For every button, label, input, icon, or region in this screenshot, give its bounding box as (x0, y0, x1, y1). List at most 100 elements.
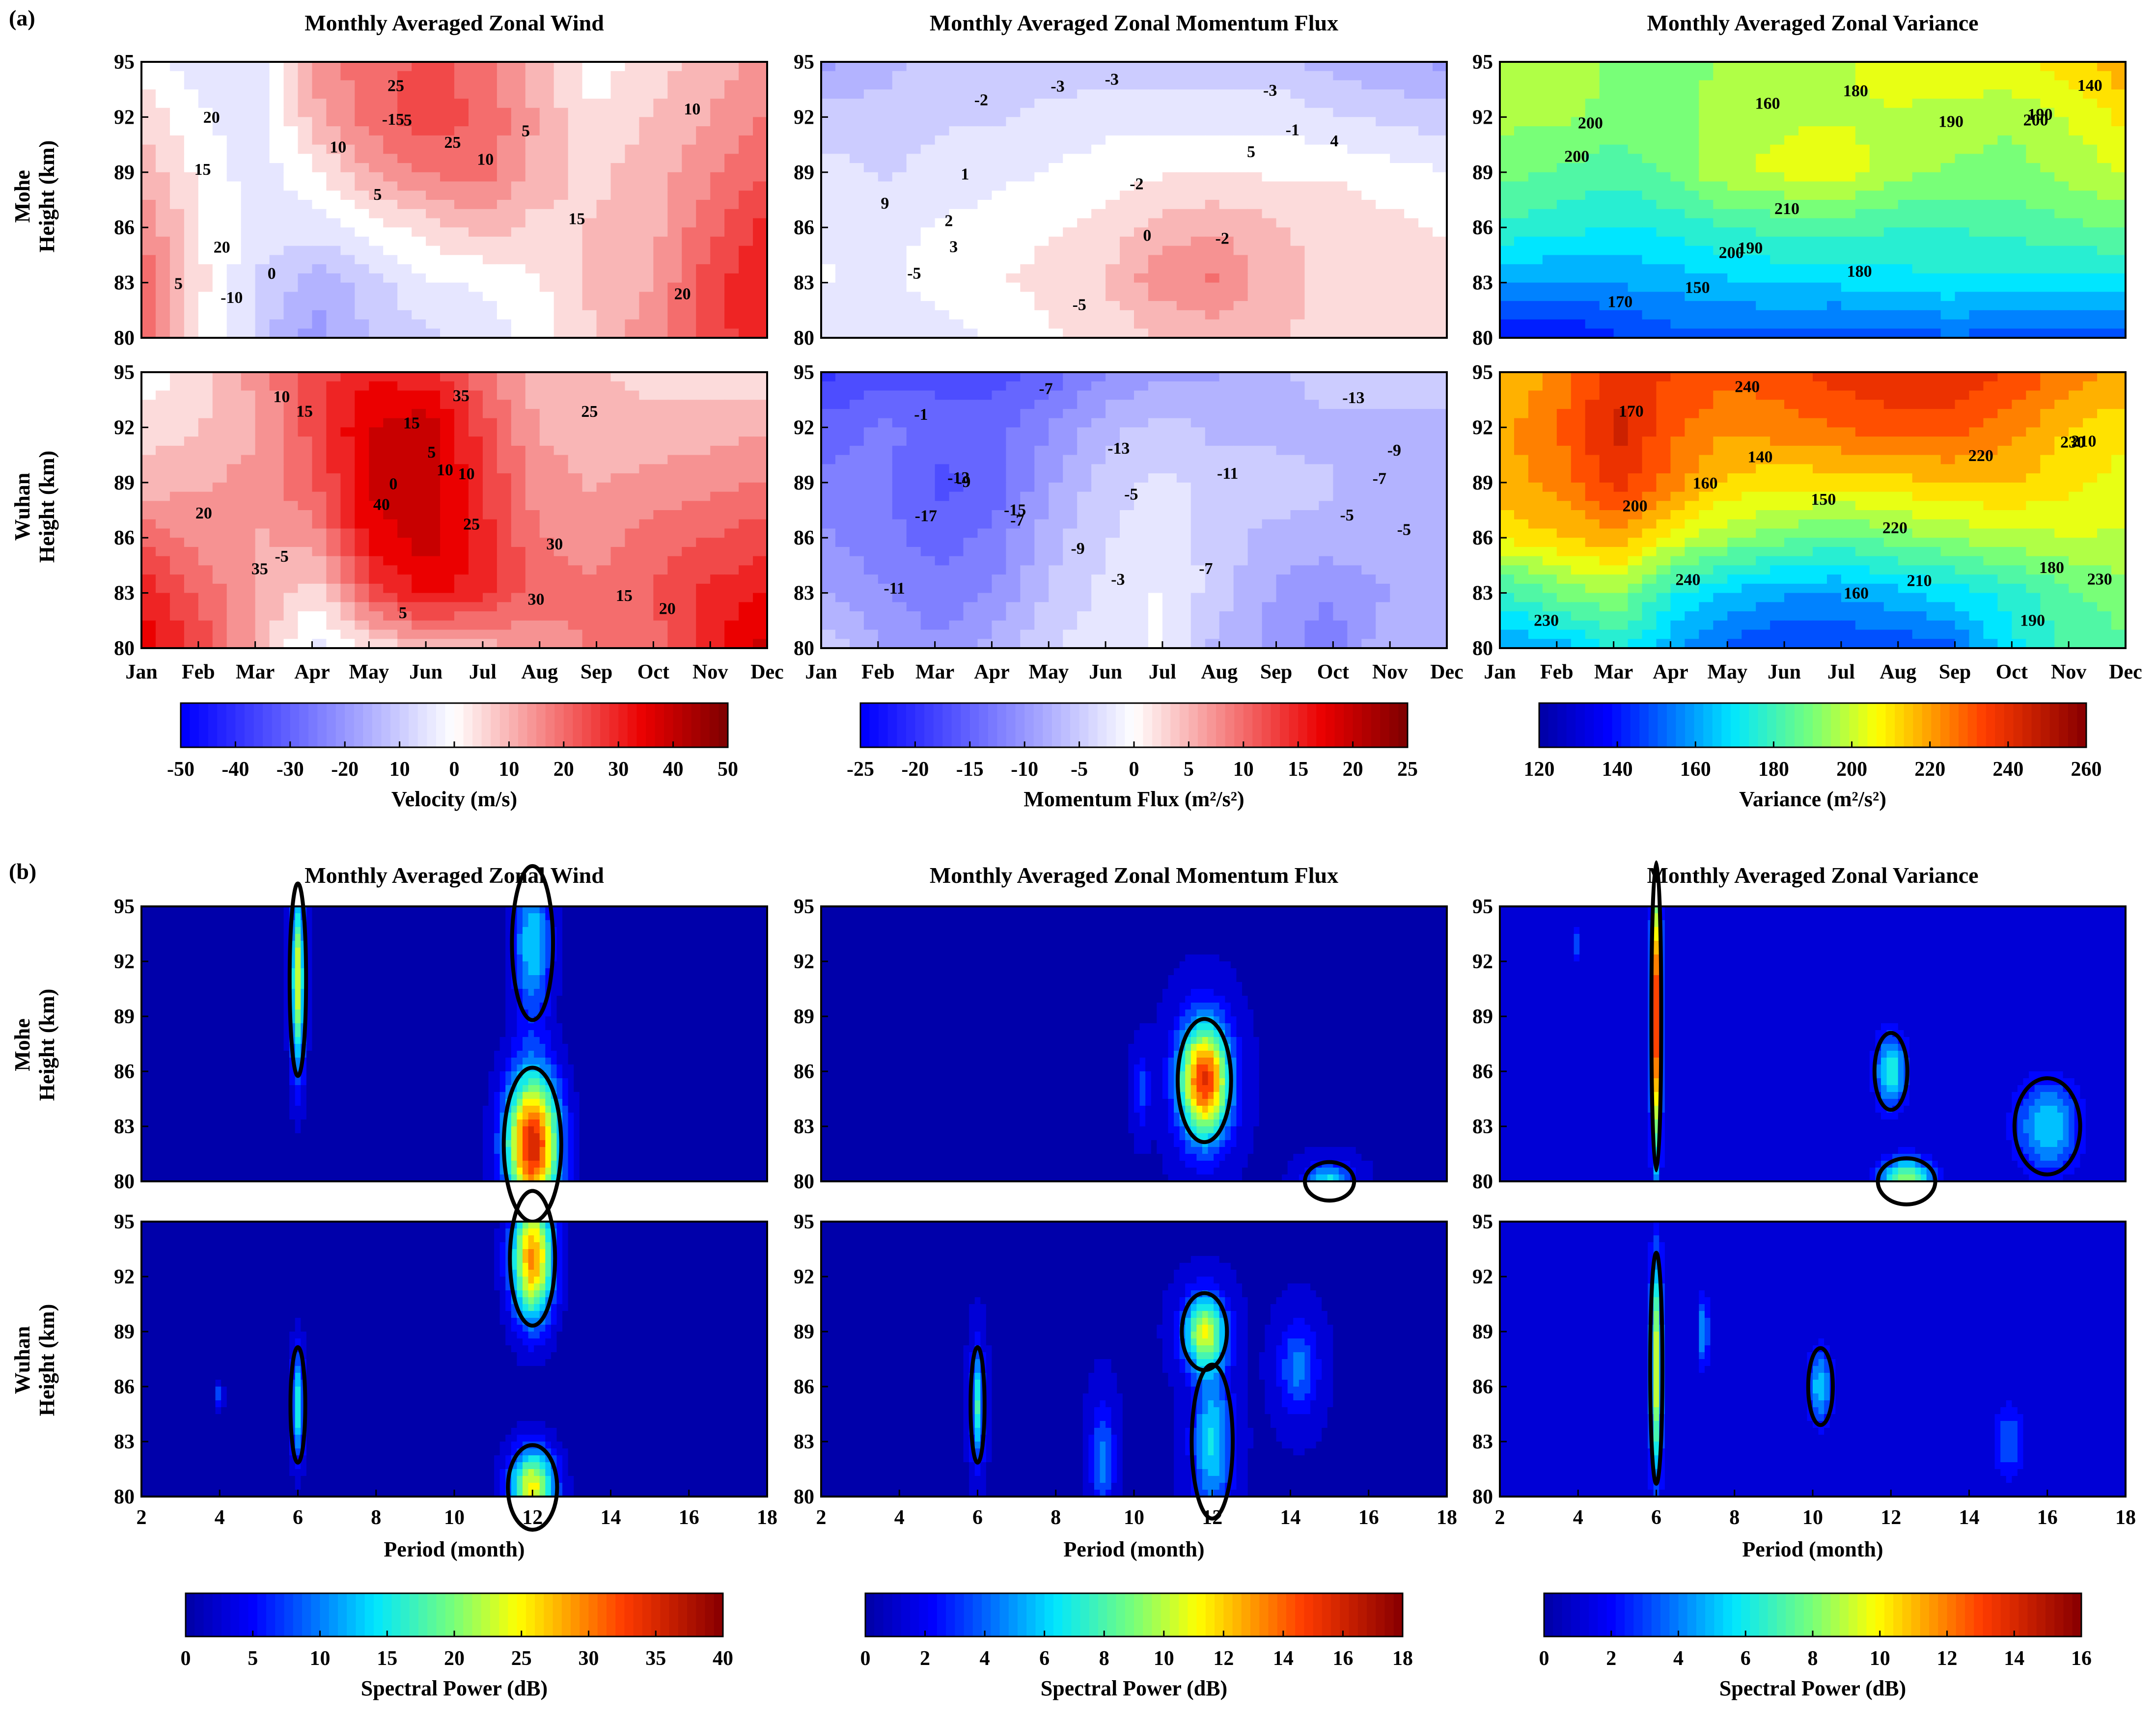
heat-cell (1234, 320, 1248, 329)
heat-cell (1404, 446, 1419, 456)
heat-cell (753, 400, 768, 409)
heat-cell (892, 117, 907, 127)
chart-a1-cbar-cell (536, 703, 546, 747)
heat-cell (682, 510, 696, 520)
heat-cell (554, 191, 569, 200)
heat-cell (1191, 473, 1206, 483)
heat-cell (540, 108, 554, 118)
heat-cell (540, 126, 554, 136)
heat-cell (611, 255, 626, 265)
heat-cell (1191, 301, 1206, 311)
heat-cell (964, 145, 978, 155)
heat-cell (625, 372, 639, 382)
heat-cell (949, 427, 964, 437)
heat-cell (1006, 117, 1021, 127)
heat-cell (1304, 446, 1319, 456)
heat-cell (540, 255, 554, 265)
heat-cell (511, 409, 526, 419)
heat-cell (184, 117, 199, 127)
heat-cell (312, 390, 327, 400)
heat-cell (440, 292, 455, 301)
heat-cell (227, 154, 242, 164)
heat-cell (198, 473, 213, 483)
heat-cell (1433, 519, 1447, 529)
heat-cell (483, 390, 498, 400)
heat-cell (964, 108, 978, 118)
heat-cell (141, 455, 156, 465)
heat-cell (1162, 117, 1177, 127)
heat-cell (156, 163, 170, 173)
heat-cell (1177, 528, 1191, 538)
heat-cell (369, 574, 384, 584)
heat-cell (639, 492, 654, 502)
heat-cell (1106, 372, 1120, 382)
heat-cell (227, 218, 242, 228)
heat-cell (682, 209, 696, 219)
heat-cell (667, 630, 682, 640)
heat-cell (1333, 283, 1348, 293)
heat-cell (611, 427, 626, 437)
heat-cell (850, 80, 864, 90)
heat-cell (1177, 89, 1191, 99)
heat-cell (992, 182, 1006, 191)
heat-cell (213, 320, 227, 329)
heat-cell (184, 301, 199, 311)
heat-cell (864, 136, 879, 145)
heat-cell (568, 182, 583, 191)
heat-cell (1262, 473, 1277, 483)
heat-cell (568, 602, 583, 612)
heat-cell (1120, 320, 1134, 329)
heat-cell (440, 320, 455, 329)
heat-cell (682, 593, 696, 603)
heat-cell (440, 283, 455, 293)
heat-cell (241, 145, 256, 155)
heat-cell (1134, 89, 1149, 99)
heat-cell (440, 310, 455, 320)
heat-cell (639, 227, 654, 237)
heat-cell (1333, 89, 1348, 99)
heat-cell (1063, 163, 1078, 173)
heat-cell (454, 200, 469, 210)
heat-cell (1219, 301, 1234, 311)
heat-cell (1276, 172, 1291, 182)
heat-cell (821, 409, 836, 419)
heat-cell (554, 154, 569, 164)
heat-cell (964, 455, 978, 465)
heat-cell (326, 255, 341, 265)
heat-cell (625, 126, 639, 136)
heat-cell (397, 283, 412, 293)
heat-cell (710, 382, 725, 391)
heat-cell (1262, 200, 1277, 210)
heat-cell (992, 80, 1006, 90)
heat-cell (397, 547, 412, 557)
heat-cell (511, 292, 526, 301)
heat-cell (850, 108, 864, 118)
heat-cell (1376, 292, 1390, 301)
heat-cell (625, 621, 639, 630)
heat-cell (270, 145, 284, 155)
heat-cell (696, 584, 711, 594)
heat-cell (184, 108, 199, 118)
heat-cell (1191, 273, 1206, 283)
heat-cell (1262, 283, 1277, 293)
heat-cell (227, 611, 242, 621)
heat-cell (1234, 409, 1248, 419)
heat-cell (1404, 320, 1419, 329)
heat-cell (469, 556, 483, 566)
heat-cell (1291, 501, 1305, 511)
heat-cell (850, 209, 864, 219)
heat-cell (892, 483, 907, 492)
heat-cell (682, 80, 696, 90)
heat-cell (412, 273, 426, 283)
heat-cell (597, 510, 611, 520)
heat-cell (198, 390, 213, 400)
row-label-a-wuhan-station: Wuhan (10, 473, 34, 541)
heat-cell (696, 547, 711, 557)
heat-cell (1134, 427, 1149, 437)
heat-cell (213, 200, 227, 210)
heat-cell (1006, 446, 1021, 456)
heat-cell (369, 538, 384, 547)
heat-cell (1276, 436, 1291, 446)
heat-cell (739, 584, 753, 594)
heat-cell (241, 191, 256, 200)
